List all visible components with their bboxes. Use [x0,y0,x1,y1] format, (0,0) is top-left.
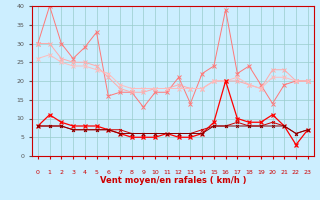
X-axis label: Vent moyen/en rafales ( km/h ): Vent moyen/en rafales ( km/h ) [100,176,246,185]
